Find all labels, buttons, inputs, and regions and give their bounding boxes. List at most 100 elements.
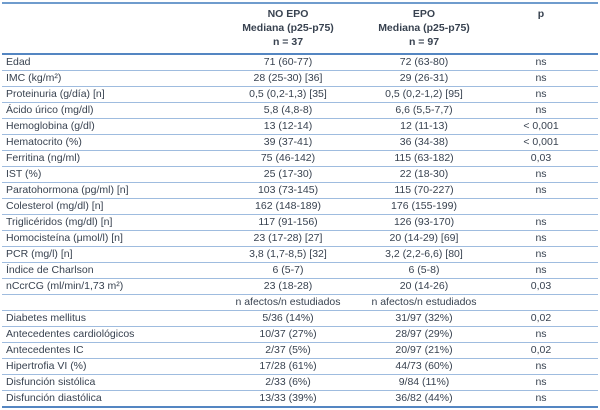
no-epo-cell: 117 (91-156) — [212, 214, 364, 231]
row-label: Disfunción diastólica — [2, 390, 212, 408]
no-epo-cell: 103 (73-145) — [212, 182, 364, 199]
epo-cell: 115 (70-227) — [364, 182, 484, 199]
no-epo-cell: 13/33 (39%) — [212, 390, 364, 408]
table-row: Antecedentes IC 2/37 (5%) 20/97 (21%) 0,02 — [2, 342, 598, 359]
epo-cell: n afectos/n estudiados — [364, 294, 484, 311]
header-epo: EPO Mediana (p25-p75) n = 97 — [364, 2, 484, 55]
p-cell: 0,02 — [484, 310, 598, 327]
header-no-epo: NO EPO Mediana (p25-p75) n = 37 — [212, 2, 364, 55]
row-label: Ácido úrico (mg/dl) — [2, 102, 212, 119]
epo-cell: 6 (5-8) — [364, 262, 484, 279]
epo-cell: 20 (14-29) [69] — [364, 230, 484, 247]
row-label: Colesterol (mg/dl) [n] — [2, 198, 212, 215]
row-label: Hematocrito (%) — [2, 134, 212, 151]
table-row: IST (%) 25 (17-30) 22 (18-30) ns — [2, 166, 598, 183]
no-epo-cell: 6 (5-7) — [212, 262, 364, 279]
table-body: Edad 71 (60-77) 72 (63-80) ns IMC (kg/m²) 28… — [2, 54, 598, 408]
table-row: Ácido úrico (mg/dl) 5,8 (4,8-8) 6,6 (5,5-7… — [2, 102, 598, 119]
table-row: Edad 71 (60-77) 72 (63-80) ns — [2, 54, 598, 71]
no-epo-cell: n afectos/n estudiados — [212, 294, 364, 311]
header-p: p — [484, 2, 598, 55]
table-row: PCR (mg/l) [n] 3,8 (1,7-8,5) [32] 3,2 (2,2… — [2, 246, 598, 263]
header-epo-subtitle: Mediana (p25-p75) — [378, 22, 470, 34]
p-cell: ns — [484, 358, 598, 375]
row-label: Ferritina (ng/ml) — [2, 150, 212, 167]
no-epo-cell: 75 (46-142) — [212, 150, 364, 167]
row-label: IST (%) — [2, 166, 212, 183]
row-label: Antecedentes cardiológicos — [2, 326, 212, 343]
table-row: Disfunción diastólica 13/33 (39%) 36/82 (4… — [2, 390, 598, 408]
table-row: Triglicéridos (mg/dl) [n] 117 (91-156) 126… — [2, 214, 598, 231]
table-row: Paratohormona (pg/ml) [n] 103 (73-145) 115… — [2, 182, 598, 199]
p-cell: ns — [484, 246, 598, 263]
no-epo-cell: 5/36 (14%) — [212, 310, 364, 327]
table-row: nCcrCG (ml/min/1,73 m²) 23 (18-28) 20 (14-… — [2, 278, 598, 295]
no-epo-cell: 23 (17-28) [27] — [212, 230, 364, 247]
no-epo-cell: 71 (60-77) — [212, 54, 364, 71]
row-label: Paratohormona (pg/ml) [n] — [2, 182, 212, 199]
no-epo-cell: 0,5 (0,2-1,3) [35] — [212, 86, 364, 103]
row-label: Diabetes mellitus — [2, 310, 212, 327]
table-row: Diabetes mellitus 5/36 (14%) 31/97 (32%) 0,… — [2, 310, 598, 327]
p-cell — [484, 198, 598, 215]
table-row: Hematocrito (%) 39 (37-41) 36 (34-38) < 0,0… — [2, 134, 598, 151]
no-epo-cell: 13 (12-14) — [212, 118, 364, 135]
epo-cell: 29 (26-31) — [364, 70, 484, 87]
p-cell: ns — [484, 166, 598, 183]
row-label: Proteinuria (g/día) [n] — [2, 86, 212, 103]
header-empty — [2, 2, 212, 55]
epo-cell: 36/82 (44%) — [364, 390, 484, 408]
header-no-epo-n: n = 37 — [272, 36, 304, 48]
p-cell: ns — [484, 214, 598, 231]
epo-cell: 20/97 (21%) — [364, 342, 484, 359]
epo-cell: 28/97 (29%) — [364, 326, 484, 343]
row-label: PCR (mg/l) [n] — [2, 246, 212, 263]
epo-cell: 31/97 (32%) — [364, 310, 484, 327]
epo-cell: 36 (34-38) — [364, 134, 484, 151]
epo-cell: 44/73 (60%) — [364, 358, 484, 375]
no-epo-cell: 2/33 (6%) — [212, 374, 364, 391]
no-epo-cell: 17/28 (61%) — [212, 358, 364, 375]
no-epo-cell: 2/37 (5%) — [212, 342, 364, 359]
row-label: IMC (kg/m²) — [2, 70, 212, 87]
epo-cell: 176 (155-199) — [364, 198, 484, 215]
p-cell: ns — [484, 374, 598, 391]
row-label: Hipertrofia VI (%) — [2, 358, 212, 375]
table-subheader-row: n afectos/n estudiados n afectos/n estudi… — [2, 294, 598, 311]
p-cell: ns — [484, 86, 598, 103]
table-row: Colesterol (mg/dl) [n] 162 (148-189) 176 (… — [2, 198, 598, 215]
row-label: Hemoglobina (g/dl) — [2, 118, 212, 135]
epo-cell: 115 (63-182) — [364, 150, 484, 167]
p-cell: < 0,001 — [484, 118, 598, 135]
p-cell: ns — [484, 70, 598, 87]
no-epo-cell: 10/37 (27%) — [212, 326, 364, 343]
header-row: NO EPO Mediana (p25-p75) n = 37 EPO Medi… — [2, 2, 598, 55]
row-label: Antecedentes IC — [2, 342, 212, 359]
no-epo-cell: 23 (18-28) — [212, 278, 364, 295]
row-label: Edad — [2, 54, 212, 71]
epo-cell: 12 (11-13) — [364, 118, 484, 135]
table-row: Proteinuria (g/día) [n] 0,5 (0,2-1,3) [35… — [2, 86, 598, 103]
row-label: Homocisteína (μmol/l) [n] — [2, 230, 212, 247]
epo-cell: 3,2 (2,2-6,6) [80] — [364, 246, 484, 263]
p-cell: ns — [484, 54, 598, 71]
table-header: NO EPO Mediana (p25-p75) n = 37 EPO Medi… — [2, 2, 598, 55]
no-epo-cell: 3,8 (1,7-8,5) [32] — [212, 246, 364, 263]
no-epo-cell: 28 (25-30) [36] — [212, 70, 364, 87]
p-cell: 0,03 — [484, 150, 598, 167]
header-epo-n: n = 97 — [408, 36, 440, 48]
p-cell: ns — [484, 182, 598, 199]
header-epo-title: EPO — [412, 8, 436, 20]
header-no-epo-title: NO EPO — [267, 8, 309, 20]
row-label — [2, 294, 212, 311]
epo-cell: 0,5 (0,2-1,2) [95] — [364, 86, 484, 103]
epo-cell: 72 (63-80) — [364, 54, 484, 71]
no-epo-cell: 25 (17-30) — [212, 166, 364, 183]
no-epo-cell: 162 (148-189) — [212, 198, 364, 215]
p-cell: ns — [484, 230, 598, 247]
row-label: Triglicéridos (mg/dl) [n] — [2, 214, 212, 231]
p-cell: 0,03 — [484, 278, 598, 295]
table-row: Ferritina (ng/ml) 75 (46-142) 115 (63-182)… — [2, 150, 598, 167]
row-label: Índice de Charlson — [2, 262, 212, 279]
